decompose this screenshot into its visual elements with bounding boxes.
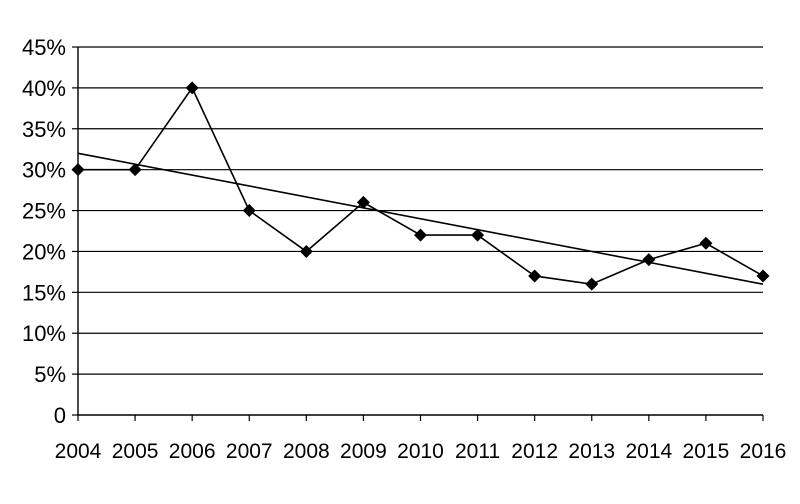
y-tick-label-2: 10% (22, 321, 66, 346)
y-tick-label-6: 30% (22, 158, 66, 183)
data-point-2005 (128, 163, 142, 177)
trendline-layer (77, 152, 764, 285)
data-point-2008 (299, 244, 313, 258)
series-line-0 (78, 86, 764, 285)
y-axis-tick-labels: 0 5% 10% 15% 20% 25% 30% 35% 40% 45% (22, 35, 66, 428)
data-point-2011 (471, 228, 485, 242)
x-tick-label-6: 2010 (397, 440, 444, 463)
y-tick-label-8: 40% (22, 76, 66, 101)
data-point-2014 (642, 253, 656, 267)
axes (72, 46, 764, 421)
series-layer (71, 81, 770, 291)
data-point-2010 (414, 228, 427, 242)
y-tick-label-0: 0 (54, 403, 66, 428)
x-tick-label-4: 2008 (283, 440, 330, 463)
trendline (77, 152, 764, 285)
data-point-2006 (185, 81, 199, 95)
y-tick-label-5: 25% (22, 199, 66, 224)
y-tick-label-1: 5% (34, 362, 66, 387)
y-tick-label-9: 45% (22, 35, 66, 60)
data-point-2009 (356, 195, 370, 209)
x-tick-label-7: 2011 (455, 440, 500, 463)
gridlines (78, 46, 763, 375)
y-tick-label-4: 20% (22, 239, 66, 264)
x-tick-label-10: 2014 (625, 440, 672, 463)
x-axis-tick-labels: 2004 2005 2006 2007 2008 2009 2010 2011 2012 2013… (55, 440, 787, 463)
x-tick-label-11: 2015 (683, 440, 730, 463)
data-point-2013 (585, 277, 599, 291)
y-tick-label-7: 35% (22, 117, 66, 142)
x-tick-label-12: 2016 (740, 440, 787, 463)
y-tick-label-3: 15% (22, 280, 66, 305)
x-tick-label-0: 2004 (55, 440, 102, 463)
x-tick-label-9: 2013 (568, 440, 615, 463)
data-point-2004 (71, 163, 85, 177)
x-tick-label-1: 2005 (112, 440, 159, 463)
data-point-2016 (756, 269, 770, 283)
x-tick-label-5: 2009 (340, 440, 387, 463)
x-tick-label-2: 2006 (169, 440, 216, 463)
data-point-2015 (699, 236, 713, 250)
data-point-2007 (242, 204, 256, 218)
x-tick-label-8: 2012 (511, 440, 558, 463)
x-tick-label-3: 2007 (226, 440, 273, 463)
data-point-2012 (528, 269, 542, 283)
